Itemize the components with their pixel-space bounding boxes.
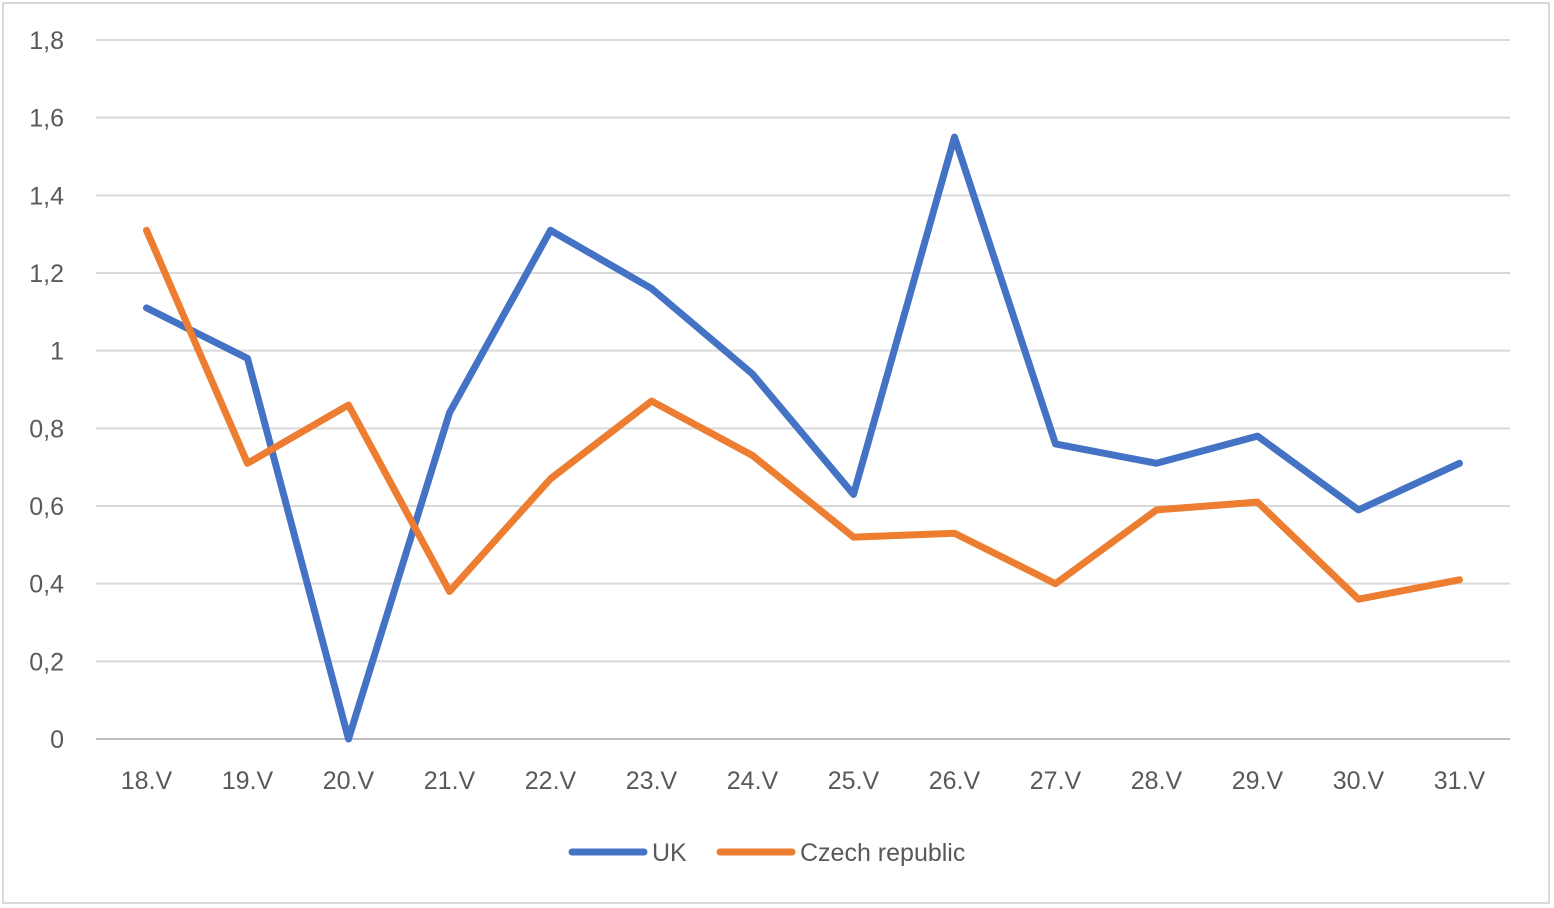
x-tick-label: 24.V — [727, 767, 779, 795]
data-point — [1459, 462, 1460, 464]
x-tick-label: 19.V — [222, 767, 274, 795]
y-tick-label: 0,8 — [29, 415, 64, 443]
gridlines — [96, 39, 1510, 740]
x-tick-label: 21.V — [424, 767, 476, 795]
data-point — [752, 455, 753, 457]
x-tick-label: 29.V — [1232, 767, 1284, 795]
y-tick-label: 0,4 — [29, 571, 64, 599]
data-point — [348, 738, 349, 740]
data-point — [550, 478, 551, 480]
x-tick-label: 30.V — [1333, 767, 1385, 795]
data-point — [449, 590, 450, 592]
x-tick-label: 31.V — [1434, 767, 1486, 795]
y-tick-label: 0,6 — [29, 493, 64, 521]
data-point — [954, 136, 955, 138]
y-tick-label: 1,4 — [29, 182, 64, 210]
data-point — [247, 462, 248, 464]
data-point — [651, 288, 652, 290]
data-point — [1257, 435, 1258, 437]
data-point — [1156, 462, 1157, 464]
data-point — [1358, 509, 1359, 511]
x-tick-label: 20.V — [323, 767, 375, 795]
series-line-czech-republic — [143, 226, 1463, 603]
data-point — [146, 307, 147, 309]
data-point — [853, 493, 854, 495]
data-point — [348, 404, 349, 406]
data-point — [1358, 598, 1359, 600]
x-tick-label: 18.V — [121, 767, 173, 795]
x-tick-label: 27.V — [1030, 767, 1082, 795]
x-tick-label: 23.V — [626, 767, 678, 795]
series-lines — [143, 133, 1463, 743]
series-line-uk — [143, 133, 1463, 743]
data-point — [853, 536, 854, 538]
data-point — [146, 229, 147, 231]
y-tick-label: 1,6 — [29, 105, 64, 133]
data-point — [651, 400, 652, 402]
legend-label: Czech republic — [800, 839, 965, 867]
y-tick-label: 0,2 — [29, 648, 64, 676]
legend: UK Czech republic — [568, 839, 965, 867]
data-point — [1055, 443, 1056, 445]
y-tick-label: 0 — [50, 726, 64, 754]
data-point — [954, 532, 955, 534]
x-tick-label: 25.V — [828, 767, 880, 795]
y-tick-label: 1,8 — [29, 27, 64, 55]
data-point — [449, 412, 450, 414]
x-tick-label: 22.V — [525, 767, 577, 795]
x-tick-label: 28.V — [1131, 767, 1183, 795]
data-point — [550, 229, 551, 231]
data-point — [1156, 509, 1157, 511]
y-tick-label: 1,2 — [29, 260, 64, 288]
x-tick-label: 26.V — [929, 767, 981, 795]
data-point — [1055, 583, 1056, 585]
y-axis-ticks: 0 0,2 0,4 0,6 0,8 1 1,2 1,4 1,6 1,8 — [29, 27, 64, 754]
legend-label: UK — [652, 839, 687, 867]
y-tick-label: 1 — [50, 338, 64, 366]
data-point — [1257, 501, 1258, 503]
data-point — [752, 373, 753, 375]
data-point — [247, 357, 248, 359]
x-axis-ticks: 18.V 19.V 20.V 21.V 22.V 23.V 24.V 25.V 26.V 27.V… — [121, 767, 1486, 795]
data-point — [1459, 579, 1460, 581]
